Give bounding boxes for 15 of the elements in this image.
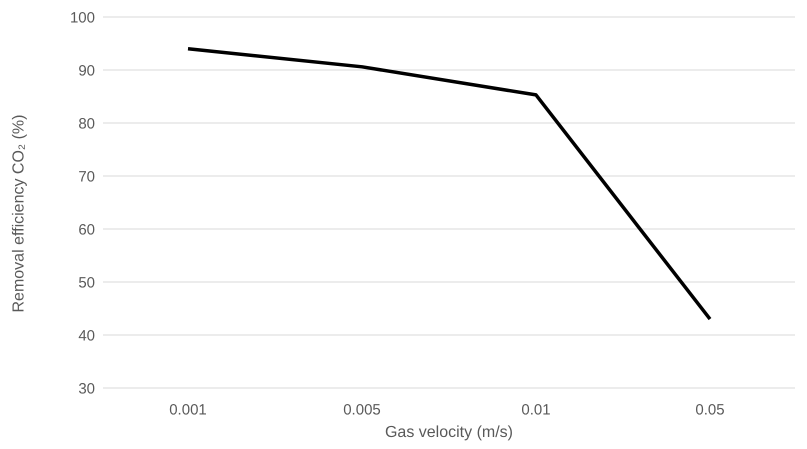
y-tick-label: 80 [78, 115, 95, 132]
x-tick-label: 0.05 [695, 402, 725, 419]
x-tick-label: 0.005 [343, 402, 381, 419]
y-axis-title: Removal efficiency CO₂ (%) [10, 114, 28, 312]
y-tick-label: 90 [78, 62, 95, 80]
y-tick-label: 70 [78, 168, 95, 186]
y-tick-label: 40 [78, 327, 95, 344]
x-axis-title: Gas velocity (m/s) [384, 424, 514, 441]
y-tick-label: 50 [78, 274, 95, 292]
y-tick-label: 60 [78, 221, 95, 238]
x-tick-label: 0.001 [169, 402, 207, 419]
y-tick-label: 100 [70, 9, 95, 26]
x-tick-label: 0.01 [521, 402, 551, 419]
line-series [186, 47, 712, 321]
y-tick-label: 30 [78, 380, 95, 398]
